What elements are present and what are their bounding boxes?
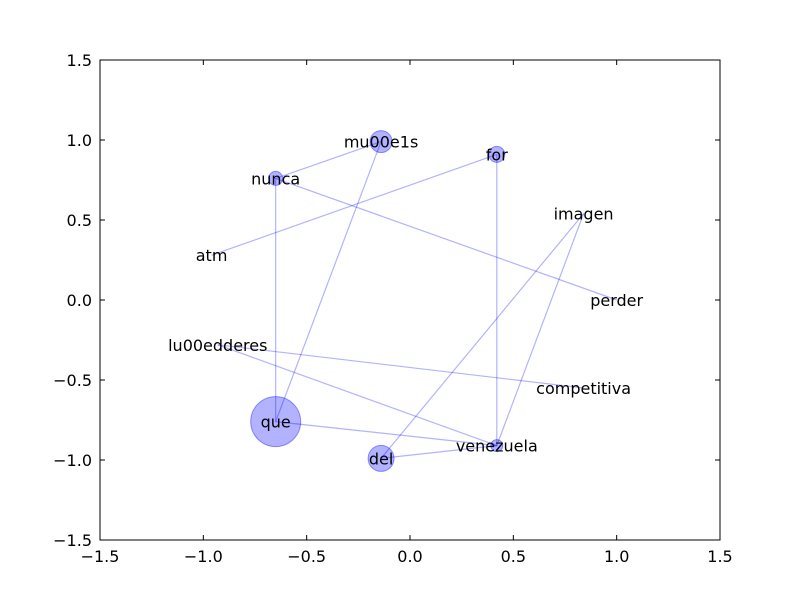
edge-lu00edderes-competitiva bbox=[217, 344, 584, 389]
node-label-lu00edderes: lu00edderes bbox=[168, 336, 267, 355]
x-tick-label: −1.0 bbox=[184, 547, 223, 566]
node-mu00e1s bbox=[369, 130, 393, 154]
edge-nunca-perder bbox=[275, 177, 617, 301]
edge-nunca-mu00e1s bbox=[275, 141, 382, 179]
edges bbox=[211, 141, 617, 459]
x-tick-label: −0.5 bbox=[287, 547, 326, 566]
x-tick-label: 1.5 bbox=[707, 547, 732, 566]
x-tick-label: 1.0 bbox=[604, 547, 629, 566]
x-tick-label: 0.0 bbox=[397, 547, 422, 566]
node-label-mu00e1s: mu00e1s bbox=[344, 133, 418, 152]
y-tick-label: 0.5 bbox=[67, 211, 92, 230]
nodes bbox=[250, 130, 506, 472]
y-tick-label: 1.5 bbox=[67, 51, 92, 70]
edge-atm-for bbox=[211, 153, 497, 256]
y-tick-label: 0.0 bbox=[67, 291, 92, 310]
y-tick-label: −1.0 bbox=[53, 451, 92, 470]
node-que bbox=[250, 396, 302, 448]
edge-imagen-venezuela bbox=[496, 213, 585, 446]
x-tick-label: −1.5 bbox=[81, 547, 120, 566]
y-tick-label: 1.0 bbox=[67, 131, 92, 150]
node-labels: que venezuela del lu00edderes competitiva per… bbox=[168, 133, 643, 469]
node-nunca bbox=[268, 170, 284, 186]
node-label-competitiva: competitiva bbox=[536, 379, 631, 398]
edge-que-venezuela bbox=[275, 421, 497, 447]
edge-del-venezuela bbox=[381, 445, 497, 459]
node-del bbox=[367, 444, 395, 472]
y-tick-label: −0.5 bbox=[53, 371, 92, 390]
node-label-perder: perder bbox=[590, 291, 643, 310]
edge-que-mu00e1s bbox=[275, 141, 382, 422]
node-label-nunca: nunca bbox=[251, 169, 300, 188]
node-label-imagen: imagen bbox=[554, 205, 614, 224]
node-label-for: for bbox=[486, 145, 508, 164]
node-label-que: que bbox=[261, 413, 291, 432]
node-label-del: del bbox=[369, 449, 393, 468]
node-label-venezuela: venezuela bbox=[456, 437, 538, 456]
edge-imagen-del bbox=[380, 213, 585, 459]
axis-ticks: −1.5 −1.0 −0.5 0.0 0.5 1.0 1.5 −1.5 −1.0 −0.5 0.0 0… bbox=[53, 51, 733, 566]
node-label-atm: atm bbox=[196, 246, 228, 265]
node-venezuela bbox=[490, 439, 504, 453]
x-tick-label: 0.5 bbox=[501, 547, 526, 566]
node-for bbox=[488, 145, 506, 163]
edge-lu00edderes-venezuela bbox=[217, 344, 498, 447]
y-tick-label: −1.5 bbox=[53, 531, 92, 550]
